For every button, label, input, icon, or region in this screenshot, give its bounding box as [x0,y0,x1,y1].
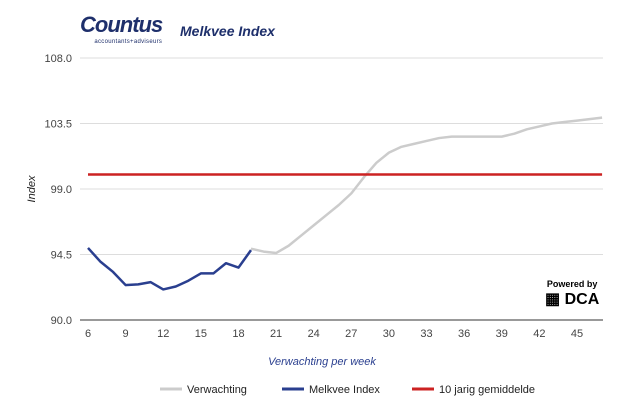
dca-grid-icon: ▦ [545,291,561,308]
x-tick-label: 15 [195,328,207,340]
y-tick-label: 103.5 [44,119,72,131]
x-tick-label: 45 [571,328,583,340]
x-tick-label: 24 [308,328,320,340]
series-line-melkvee-index [87,247,253,291]
x-tick-label: 6 [85,328,91,340]
powered-by-dca-logo: Powered by ▦ DCA [545,279,600,308]
x-tick-label: 36 [458,328,470,340]
legend-label: Melkvee Index [309,384,380,396]
y-axis-label: Index [26,175,38,202]
chart-title: Melkvee Index [180,23,275,39]
y-tick-label: 90.0 [51,315,72,327]
y-tick-label: 108.0 [44,53,72,65]
y-tick-label: 94.5 [51,250,72,262]
countus-logo: Countus accountants+adviseurs [80,12,163,45]
x-tick-label: 18 [232,328,244,340]
legend-label: 10 jarig gemiddelde [439,384,535,396]
x-tick-label: 39 [496,328,508,340]
x-tick-label: 21 [270,328,282,340]
x-tick-label: 27 [345,328,357,340]
x-tick-label: 9 [123,328,129,340]
y-tick-label: 99.0 [51,184,72,196]
legend-label: Verwachting [187,384,247,396]
series-line-verwachting [250,116,603,255]
x-tick-label: 30 [383,328,395,340]
x-tick-label: 12 [157,328,169,340]
x-tick-label: 42 [533,328,545,340]
x-axis-label: Verwachting per week [268,356,376,368]
x-tick-label: 33 [420,328,432,340]
